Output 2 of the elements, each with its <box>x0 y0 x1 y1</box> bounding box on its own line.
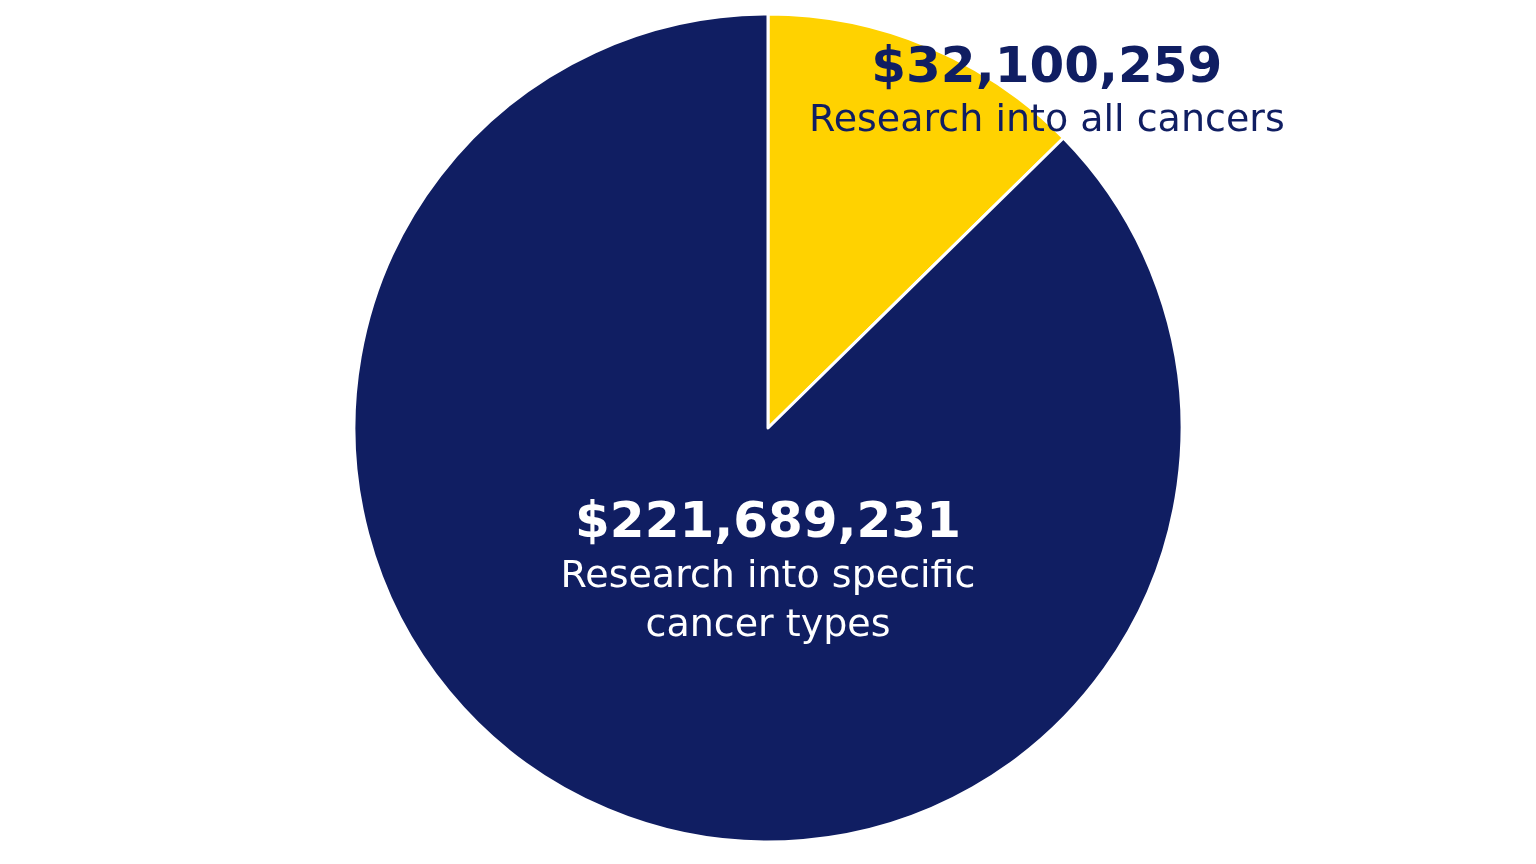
data-label: $221,689,231 <box>575 491 961 550</box>
slice-label: Research into specific cancer types <box>560 551 976 646</box>
